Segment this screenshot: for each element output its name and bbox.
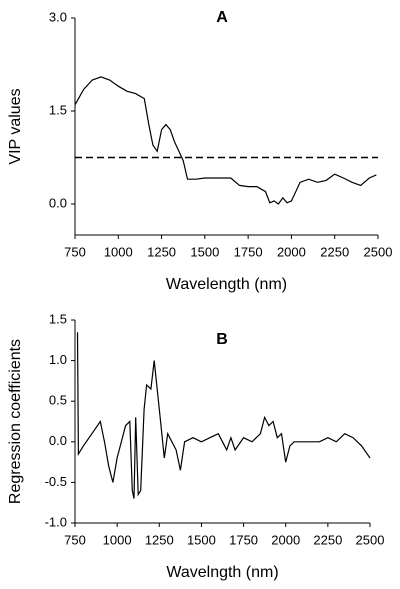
data-line: [76, 332, 371, 499]
x-tick-label: 2250: [313, 532, 342, 547]
x-tick-label: 1250: [145, 532, 174, 547]
x-tick-label: 2250: [320, 244, 349, 259]
x-tick-label: 2500: [356, 532, 385, 547]
data-line: [74, 76, 377, 205]
y-tick-label: -1.0: [45, 514, 67, 529]
y-tick-label: -0.5: [45, 474, 67, 489]
y-axis-label: VIP values: [7, 88, 24, 164]
y-tick-label: 1.0: [49, 352, 67, 367]
x-tick-label: 1500: [187, 532, 216, 547]
y-tick-label: 3.0: [49, 9, 67, 24]
x-tick-label: 1250: [147, 244, 176, 259]
chart-title: B: [216, 331, 228, 348]
x-axis-label: Wavelength (nm): [166, 276, 287, 293]
y-tick-label: 0.0: [49, 195, 67, 210]
x-tick-label: 1000: [104, 244, 133, 259]
y-axis-label: Regression coefficients: [7, 339, 24, 504]
x-tick-label: 1750: [229, 532, 258, 547]
x-tick-label: 2500: [364, 244, 393, 259]
x-tick-label: 750: [64, 532, 86, 547]
y-tick-label: 1.5: [49, 102, 67, 117]
x-tick-label: 1500: [190, 244, 219, 259]
x-tick-label: 750: [64, 244, 86, 259]
chart-title: A: [216, 9, 228, 26]
y-tick-label: 0.0: [49, 433, 67, 448]
x-tick-label: 1750: [234, 244, 263, 259]
x-tick-label: 1000: [103, 532, 132, 547]
x-tick-label: 2000: [271, 532, 300, 547]
x-axis-label: Wavelngth (nm): [166, 564, 278, 581]
y-tick-label: 0.5: [49, 393, 67, 408]
x-tick-label: 2000: [277, 244, 306, 259]
y-tick-label: 1.5: [49, 311, 67, 326]
